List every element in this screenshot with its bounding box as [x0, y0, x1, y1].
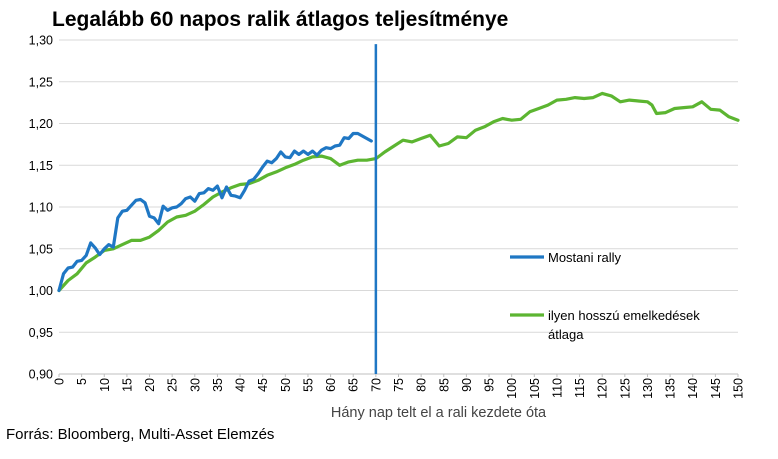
series-line-average [57, 91, 740, 293]
y-tick-label: 1,10 [29, 201, 53, 215]
y-tick-label: 1,30 [29, 34, 53, 48]
x-tick-label: 90 [460, 378, 474, 392]
x-tick-label: 100 [505, 378, 519, 399]
chart-title: Legalább 60 napos ralik átlagos teljesít… [52, 8, 509, 31]
y-tick-label: 0,95 [29, 326, 53, 340]
x-tick-label: 40 [234, 378, 248, 392]
x-tick-label: 115 [573, 378, 587, 398]
x-axis-label: Hány nap telt el a rali kezdete óta [331, 405, 547, 421]
x-tick-label: 145 [709, 378, 723, 399]
y-tick-label: 1,00 [29, 284, 53, 298]
x-tick-label: 50 [279, 378, 293, 392]
y-tick-label: 1,15 [29, 159, 53, 173]
x-tick-label: 55 [301, 378, 315, 392]
x-tick-label: 130 [641, 378, 655, 399]
legend-label-average: ilyen hosszú emelkedések átlaga [548, 308, 700, 342]
x-tick-label: 75 [392, 378, 406, 392]
legend-label-current-rally: Mostani rally [548, 250, 621, 265]
x-tick-label: 25 [166, 378, 180, 392]
x-tick-label: 65 [347, 378, 361, 392]
x-tick-label: 60 [324, 378, 338, 392]
series-line-current-rally [57, 131, 373, 293]
x-tick-label: 140 [686, 378, 700, 399]
axes [58, 373, 739, 377]
x-tick-label: 5 [75, 378, 89, 385]
x-tick-label: 110 [550, 378, 564, 398]
x-tick-label: 125 [618, 378, 632, 399]
y-tick-label: 0,90 [29, 368, 53, 382]
x-tick-label: 20 [143, 378, 157, 392]
legend: Mostani rally ilyen hosszú emelkedések átl… [510, 250, 700, 342]
series-lines [57, 91, 740, 293]
x-tick-label: 150 [732, 378, 746, 399]
x-tick-label: 10 [98, 378, 112, 392]
x-tick-label: 35 [211, 378, 225, 392]
x-tick-label: 105 [528, 378, 542, 399]
x-tick-label: 0 [53, 378, 67, 385]
source-note: Forrás: Bloomberg, Multi-Asset Elemzés [6, 426, 275, 443]
y-tick-label: 1,05 [29, 242, 53, 256]
x-tick-label: 70 [369, 378, 383, 392]
x-tick-label: 45 [256, 378, 270, 392]
x-tick-label: 80 [415, 378, 429, 392]
x-tick-label: 30 [188, 378, 202, 392]
y-tick-label: 1,20 [29, 117, 53, 131]
x-tick-label: 135 [664, 378, 678, 399]
x-tick-label: 85 [437, 378, 451, 392]
grid-lines [59, 39, 738, 333]
x-tick-label: 120 [596, 378, 610, 399]
x-tick-label: 95 [483, 378, 497, 392]
y-tick-label: 1,25 [29, 75, 53, 89]
y-tick-labels: 0,90 0,95 1,00 1,05 1,10 1,15 1,20 1,25 1,30 [29, 34, 53, 382]
x-tick-label: 15 [120, 378, 134, 392]
x-tick-labels: 0 5 10 15 20 25 30 35 40 45 50 55 60 65 70 75 80 85 90 95 10… [53, 378, 746, 399]
